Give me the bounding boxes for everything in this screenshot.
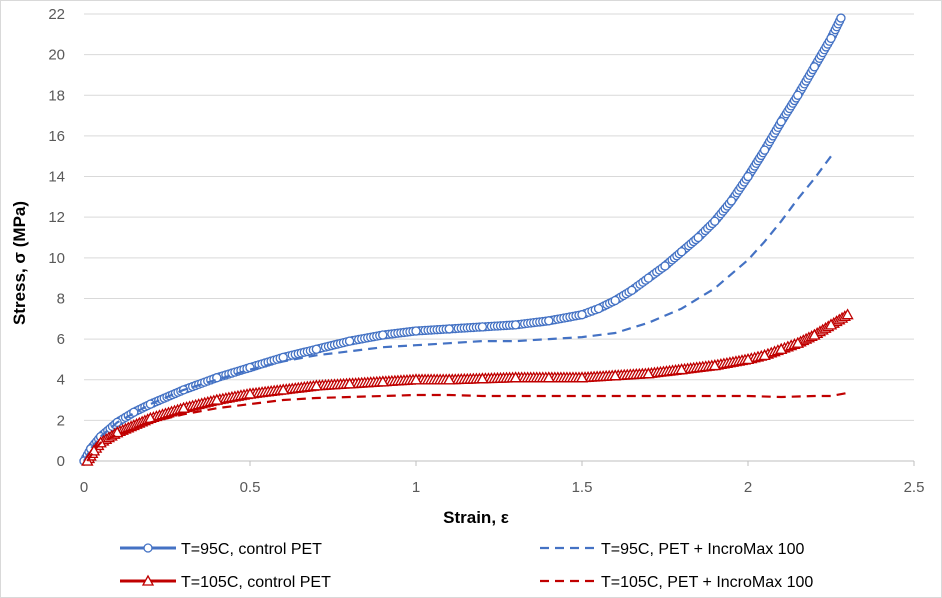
data-point <box>693 232 703 243</box>
x-tick-label: 1.5 <box>572 479 593 496</box>
y-tick-label: 6 <box>57 331 65 348</box>
y-tick-label: 20 <box>48 47 65 64</box>
data-point <box>758 349 771 360</box>
gridlines <box>84 13 914 421</box>
series-4 <box>86 391 848 462</box>
x-tick-label: 0 <box>80 479 88 496</box>
series-3 <box>81 308 854 466</box>
y-tick-label: 8 <box>57 290 65 307</box>
series-line <box>86 391 848 462</box>
data-point <box>791 336 804 348</box>
x-tick-label: 2.5 <box>904 479 925 496</box>
data-point <box>610 295 620 306</box>
y-axis-title: Stress, σ (MPa) <box>10 201 29 325</box>
data-point <box>609 369 622 381</box>
x-axis-title: Strain, ε <box>443 508 509 527</box>
data-point <box>344 336 355 346</box>
data-point <box>477 322 488 332</box>
data-point <box>593 303 604 314</box>
series-line <box>83 155 832 462</box>
data-point <box>808 328 821 340</box>
legend-item-4: T=105C, PET + IncroMax 100 <box>540 574 813 591</box>
data-point <box>841 308 854 320</box>
x-tick-label: 0.5 <box>240 479 261 496</box>
data-point <box>245 362 255 373</box>
y-tick-label: 4 <box>57 372 65 389</box>
x-tick-label: 2 <box>744 479 752 496</box>
data-point <box>643 273 654 283</box>
data-point <box>675 363 688 375</box>
tick-labels: 0 2 4 6 8 10 12 14 16 18 20 22 0 0.5 1 1.5 2 2.5 <box>48 6 924 496</box>
data-point <box>577 310 587 320</box>
data-point <box>277 383 290 395</box>
data-point <box>509 371 522 383</box>
data-point <box>443 373 456 385</box>
data-point <box>510 320 521 330</box>
y-tick-label: 18 <box>48 87 65 104</box>
y-tick-label: 16 <box>48 128 65 145</box>
y-tick-label: 22 <box>48 6 65 23</box>
y-tick-label: 2 <box>57 412 65 429</box>
data-point <box>411 326 421 336</box>
legend-item-1: T=95C, control PET <box>120 541 322 558</box>
data-point <box>759 145 770 155</box>
legend-label: T=95C, PET + IncroMax 100 <box>601 541 804 558</box>
x-tick-label: 1 <box>412 479 420 496</box>
y-tick-label: 14 <box>48 169 65 186</box>
data-point <box>710 216 720 226</box>
data-point <box>476 372 489 384</box>
legend-marker <box>141 574 155 586</box>
y-tick-label: 10 <box>48 250 65 267</box>
series-2 <box>83 155 832 462</box>
legend-marker <box>143 543 153 553</box>
y-tick-label: 12 <box>48 209 65 226</box>
data-point <box>210 393 223 405</box>
series-layer <box>79 13 854 466</box>
data-point <box>776 117 786 127</box>
data-point <box>575 371 589 383</box>
series-1 <box>79 13 846 466</box>
data-point <box>444 324 454 334</box>
axes <box>83 460 915 466</box>
data-point <box>741 353 755 365</box>
data-point <box>676 247 687 257</box>
data-point <box>311 344 322 354</box>
data-point <box>87 444 101 456</box>
legend-label: T=105C, PET + IncroMax 100 <box>601 574 813 591</box>
data-point <box>376 375 389 387</box>
legend-label: T=105C, control PET <box>181 574 331 591</box>
data-point <box>824 318 838 330</box>
data-point <box>660 261 670 271</box>
data-point <box>177 401 190 413</box>
legend-item-2: T=95C, PET + IncroMax 100 <box>540 541 804 558</box>
marker-trail <box>81 310 851 466</box>
data-point <box>409 373 423 385</box>
marker-trail <box>79 16 845 466</box>
legend: T=95C, control PET T=95C, PET + IncroMax … <box>120 541 813 591</box>
legend-label: T=95C, control PET <box>181 541 322 558</box>
data-point <box>542 371 555 383</box>
data-point <box>544 316 554 326</box>
data-point <box>793 90 803 100</box>
y-tick-label: 0 <box>57 453 65 470</box>
data-point <box>708 359 721 371</box>
data-point <box>836 13 846 23</box>
data-point <box>775 342 788 354</box>
data-point <box>111 426 124 438</box>
data-point <box>310 379 323 391</box>
data-point <box>627 285 637 295</box>
data-point <box>809 62 820 72</box>
data-point <box>826 33 836 44</box>
data-point <box>145 399 156 409</box>
data-point <box>726 196 737 206</box>
legend-item-3: T=105C, control PET <box>120 574 331 591</box>
data-point <box>243 387 257 399</box>
data-point <box>642 367 655 379</box>
data-point <box>343 377 356 389</box>
data-point <box>743 171 753 182</box>
data-point <box>378 330 388 340</box>
